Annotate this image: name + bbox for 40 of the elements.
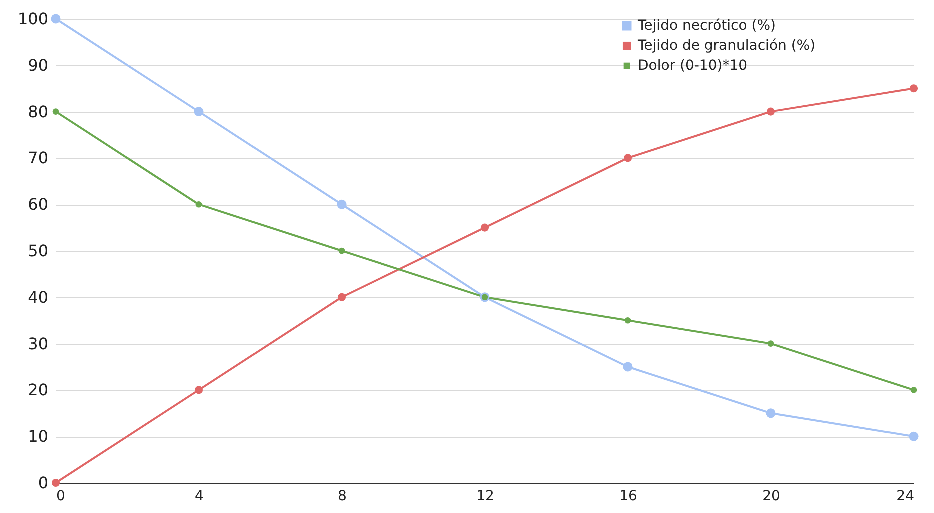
legend-label: Dolor (0-10)*10: [638, 58, 748, 74]
point: [51, 14, 61, 24]
point: [52, 108, 60, 115]
point: [766, 408, 776, 418]
x-tick-label: 16: [620, 488, 638, 504]
point: [338, 293, 346, 302]
y-tick-label: 90: [28, 56, 48, 75]
y-tick-label: 60: [28, 195, 48, 214]
point: [338, 248, 346, 254]
x-tick-label: 8: [338, 488, 347, 504]
point: [52, 478, 60, 488]
y-tick-label: 40: [28, 288, 48, 307]
y-tick-label: 0: [38, 474, 48, 492]
x-tick-label: 12: [476, 488, 494, 504]
point: [624, 154, 632, 162]
y-tick-label: 100: [18, 10, 48, 28]
legend-label: Tejido de granulación (%): [637, 38, 816, 54]
point: [194, 386, 204, 394]
point: [910, 84, 918, 93]
legend-label: Tejido necrótico (%): [637, 18, 776, 34]
point: [196, 201, 202, 208]
y-tick-label: 10: [28, 427, 48, 446]
y-tick-label: 80: [28, 102, 48, 122]
y-tick-label: 30: [28, 334, 48, 354]
point: [624, 317, 632, 324]
y-tick-label: 50: [28, 242, 48, 260]
point: [623, 362, 633, 372]
point: [766, 108, 776, 116]
x-tick-label: 0: [56, 488, 66, 504]
y-tick-label: 20: [28, 380, 48, 400]
x-tick-label: 24: [896, 488, 915, 504]
point: [909, 432, 919, 442]
x-tick-label: 4: [195, 488, 204, 504]
point: [337, 200, 347, 210]
point: [194, 107, 204, 117]
y-tick-label: 70: [28, 148, 48, 168]
point: [910, 387, 918, 394]
point: [480, 224, 490, 232]
point: [768, 340, 774, 347]
x-tick-label: 20: [762, 488, 780, 504]
